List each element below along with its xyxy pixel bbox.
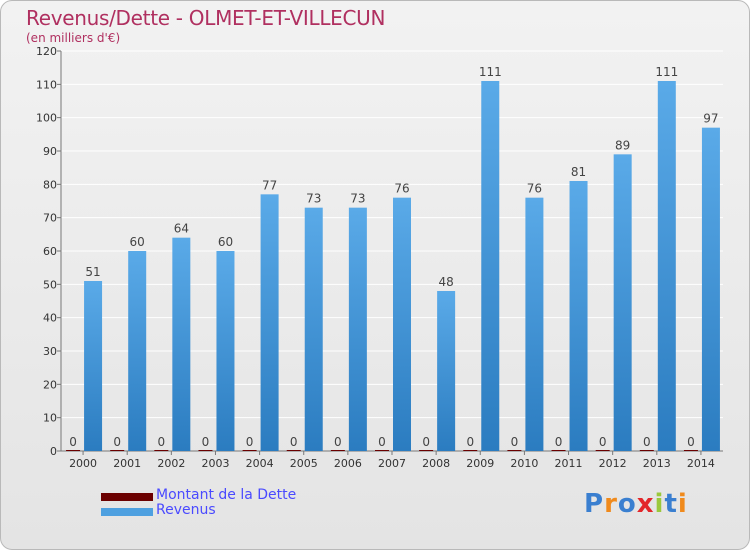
y-tick-label: 50: [43, 278, 57, 291]
bar-revenus: [569, 181, 588, 451]
data-label-revenus: 97: [703, 112, 718, 126]
x-tick-label: 2001: [113, 457, 141, 470]
bar-dette: [154, 450, 169, 451]
x-tick-label: 2000: [69, 457, 97, 470]
data-label-revenus: 76: [527, 182, 542, 196]
bar-revenus: [437, 291, 456, 451]
y-tick-label: 0: [50, 445, 57, 458]
y-tick-label: 20: [43, 378, 57, 391]
x-tick-label: 2012: [599, 457, 627, 470]
bar-dette: [330, 450, 345, 451]
bar-dette: [242, 450, 257, 451]
x-tick-label: 2014: [687, 457, 715, 470]
data-label-dette: 0: [246, 435, 254, 449]
data-label-revenus: 48: [438, 275, 453, 289]
y-tick-label: 60: [43, 245, 57, 258]
bar-revenus: [525, 197, 544, 451]
bar-revenus: [84, 281, 103, 451]
x-tick-label: 2004: [246, 457, 274, 470]
x-tick-label: 2005: [290, 457, 318, 470]
bar-dette: [595, 450, 610, 451]
y-tick-label: 110: [36, 78, 57, 91]
bar-dette: [66, 450, 81, 451]
bar-dette: [639, 450, 654, 451]
bar-revenus: [348, 207, 367, 451]
x-tick-label: 2003: [201, 457, 229, 470]
bar-revenus: [216, 251, 235, 451]
bar-revenus: [128, 251, 147, 451]
y-tick-label: 30: [43, 345, 57, 358]
chart-title: Revenus/Dette - OLMET-ET-VILLECUN: [26, 6, 386, 30]
legend-swatch-dette: [101, 493, 153, 501]
data-label-revenus: 89: [615, 138, 630, 152]
x-tick-label: 2007: [378, 457, 406, 470]
y-tick-label: 70: [43, 212, 57, 225]
x-tick-label: 2010: [510, 457, 538, 470]
data-label-dette: 0: [378, 435, 386, 449]
bar-revenus: [304, 207, 323, 451]
data-label-revenus: 81: [571, 165, 586, 179]
bar-revenus: [701, 127, 720, 452]
data-label-dette: 0: [511, 435, 519, 449]
data-label-revenus: 111: [655, 65, 678, 79]
x-tick-label: 2009: [466, 457, 494, 470]
data-label-dette: 0: [687, 435, 695, 449]
y-tick-label: 80: [43, 178, 57, 191]
data-label-dette: 0: [158, 435, 166, 449]
chart-subtitle: (en milliers d'€): [26, 31, 121, 45]
legend-swatch-revenus: [101, 508, 153, 516]
y-tick-label: 120: [36, 45, 57, 58]
bar-revenus: [172, 237, 191, 451]
bar-dette: [551, 450, 566, 451]
legend-label-dette: Montant de la Dette: [156, 487, 297, 503]
bar-dette: [286, 450, 301, 451]
data-label-revenus: 111: [479, 65, 502, 79]
data-label-dette: 0: [466, 435, 474, 449]
data-label-dette: 0: [202, 435, 210, 449]
data-label-revenus: 51: [85, 265, 100, 279]
y-tick-label: 100: [36, 112, 57, 125]
bar-revenus: [481, 81, 500, 451]
data-label-revenus: 76: [394, 182, 409, 196]
data-label-dette: 0: [643, 435, 651, 449]
data-label-dette: 0: [334, 435, 342, 449]
data-label-revenus: 77: [262, 178, 277, 192]
bar-revenus: [613, 154, 632, 452]
data-label-dette: 0: [555, 435, 563, 449]
bar-revenus: [260, 194, 279, 452]
data-label-dette: 0: [113, 435, 121, 449]
x-tick-label: 2008: [422, 457, 450, 470]
data-label-revenus: 60: [130, 235, 145, 249]
data-label-dette: 0: [290, 435, 298, 449]
data-label-revenus: 73: [306, 192, 321, 206]
x-tick-label: 2011: [555, 457, 583, 470]
bar-dette: [419, 450, 434, 451]
x-tick-label: 2013: [643, 457, 671, 470]
bar-dette: [110, 450, 125, 451]
data-label-revenus: 60: [218, 235, 233, 249]
bar-dette: [198, 450, 213, 451]
data-label-revenus: 64: [174, 222, 189, 236]
data-label-dette: 0: [69, 435, 77, 449]
y-tick-label: 40: [43, 312, 57, 325]
bar-dette: [375, 450, 389, 451]
proxiti-logo: Proxiti: [584, 489, 688, 519]
bar-dette: [683, 450, 698, 451]
data-label-revenus: 73: [350, 192, 365, 206]
x-tick-label: 2002: [157, 457, 185, 470]
bar-dette: [507, 450, 522, 451]
bar-dette: [463, 450, 478, 451]
data-label-dette: 0: [422, 435, 430, 449]
data-label-dette: 0: [599, 435, 607, 449]
bar-revenus: [393, 197, 411, 451]
x-tick-label: 2006: [334, 457, 362, 470]
legend-label-revenus: Revenus: [156, 502, 216, 518]
y-tick-label: 90: [43, 145, 57, 158]
y-tick-label: 10: [43, 412, 57, 425]
bar-revenus: [657, 81, 676, 451]
